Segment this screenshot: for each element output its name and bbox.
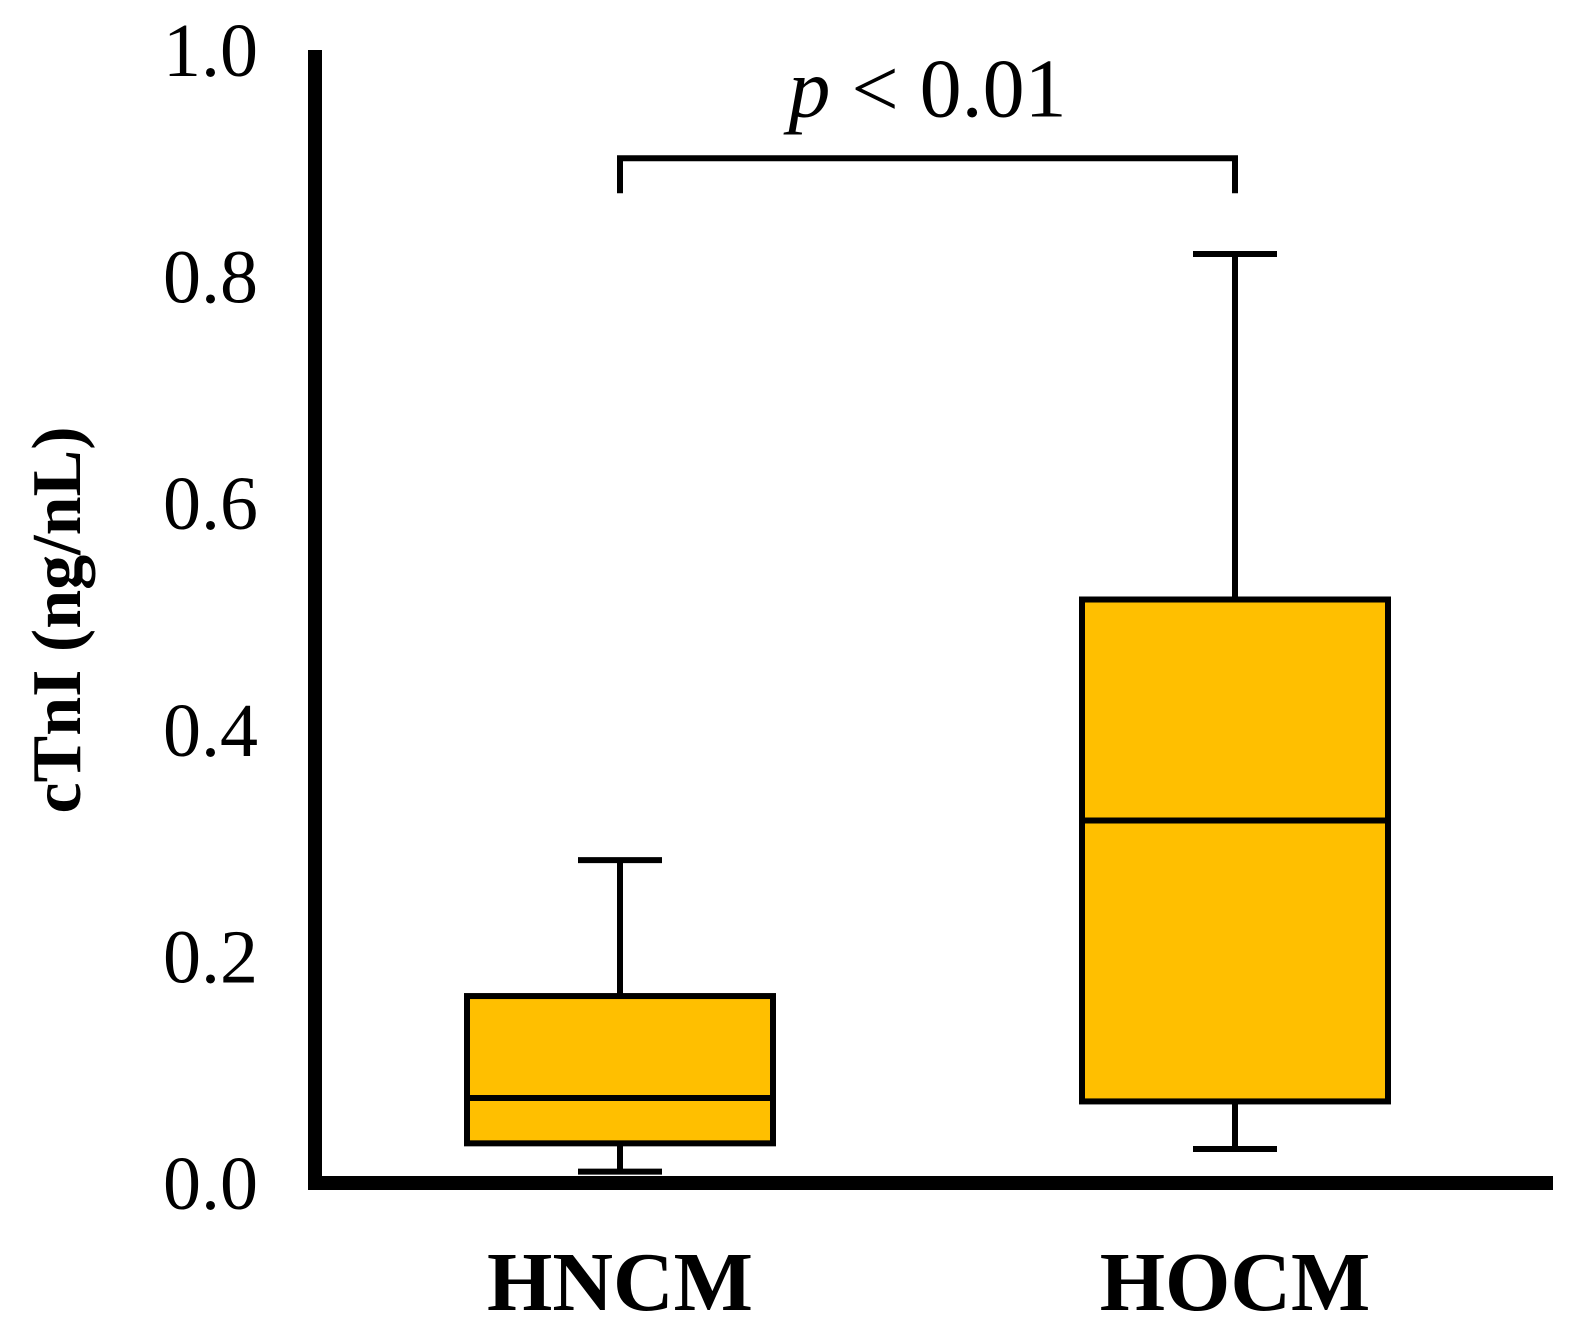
y-axis-title: cTnI (ng/nL) [19,426,96,813]
y-tick-label: 0.8 [163,236,258,320]
significance-label: p < 0.01 [783,42,1066,135]
iqr-box [1079,596,1391,1105]
x-category-label: HOCM [1100,1236,1371,1329]
significance-annotation: p < 0.01 [617,42,1238,194]
x-category-label: HNCM [487,1236,753,1329]
iqr-box [464,993,776,1147]
p-relation: < 0.01 [830,42,1066,135]
y-tick-labels: 0.0 0.2 0.4 0.6 0.8 1.0 [163,9,258,1226]
x-category-labels: HNCM HOCM [487,1236,1370,1329]
y-tick-label: 0.2 [163,915,258,999]
y-tick-label: 0.6 [163,462,258,546]
y-tick-label: 1.0 [163,9,258,93]
p-symbol: p [783,42,830,135]
axes-layer [308,50,1553,1190]
boxes-layer [464,250,1391,1175]
y-tick-label: 0.4 [163,689,258,773]
box-hocm [1079,250,1391,1153]
y-tick-label: 0.0 [163,1142,258,1226]
box-hncm [464,857,776,1175]
significance-bracket [617,155,1238,194]
